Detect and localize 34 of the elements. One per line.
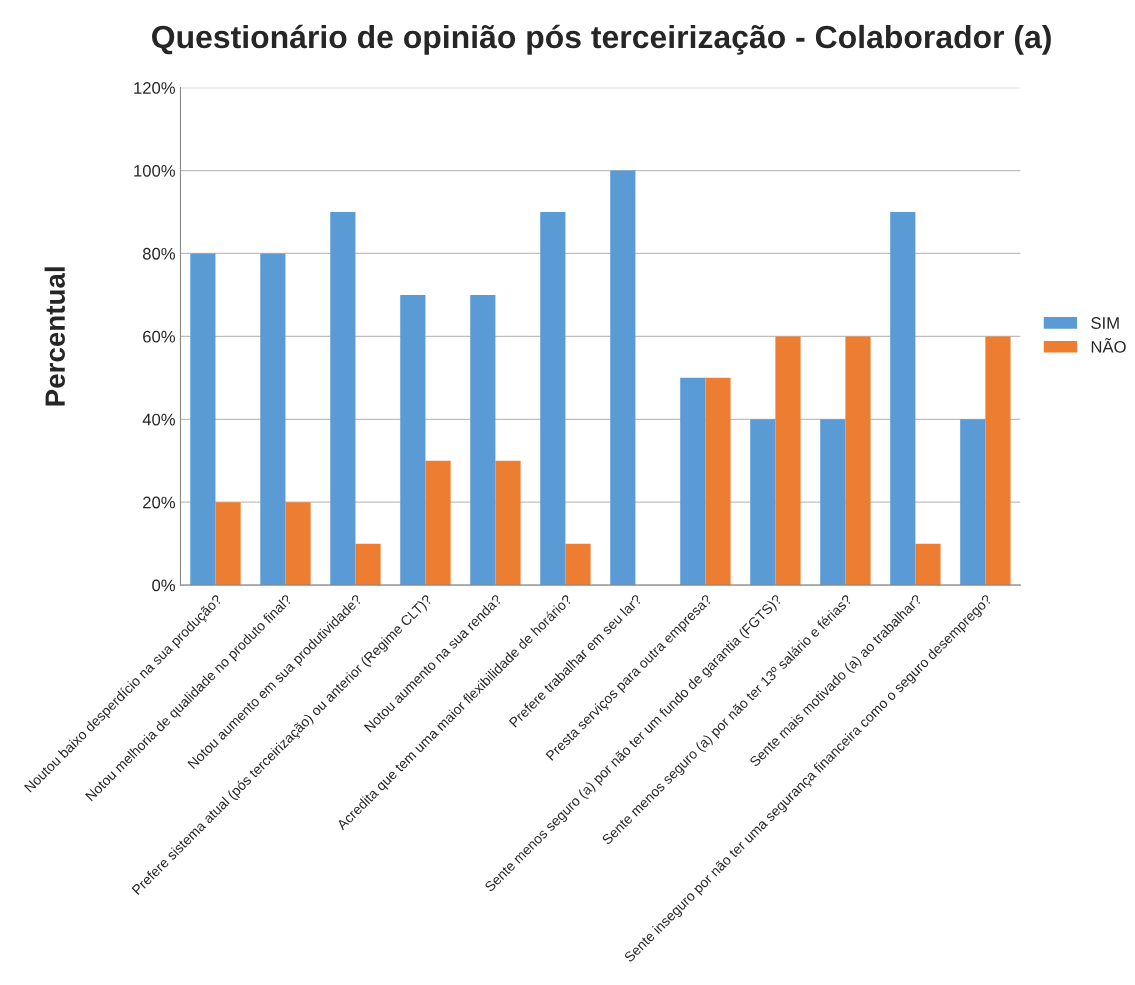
bar <box>820 419 846 586</box>
chart-title: Questionário de opinião pós terceirização - Colaborador (a) <box>152 24 1051 55</box>
y-tick-label: 100% <box>134 164 176 177</box>
bar <box>215 502 241 586</box>
bar <box>470 294 496 586</box>
bar <box>960 419 986 586</box>
bar <box>915 543 941 586</box>
bar <box>775 336 801 586</box>
y-tick-label: 60% <box>143 330 176 343</box>
bar <box>330 212 356 586</box>
bar <box>890 212 916 586</box>
legend-label: SIM <box>1091 317 1119 329</box>
bar <box>985 336 1011 586</box>
bar <box>845 336 871 586</box>
bar <box>400 294 426 586</box>
y-tick-label: 120% <box>134 82 176 94</box>
bar <box>285 502 311 586</box>
y-tick-label: 20% <box>143 496 176 509</box>
bar <box>425 460 451 586</box>
y-tick-label: 40% <box>142 413 176 426</box>
bar <box>495 460 521 586</box>
bar <box>190 253 216 586</box>
bar <box>610 170 636 586</box>
bar <box>705 377 731 586</box>
bar <box>680 377 706 586</box>
bar <box>565 543 591 586</box>
bar <box>750 419 776 586</box>
y-tick-label: 0% <box>152 579 176 592</box>
y-axis-title: Percentual <box>44 267 65 406</box>
bar <box>355 543 381 586</box>
y-tick-label: 80% <box>142 247 176 260</box>
bar <box>540 212 566 586</box>
bar <box>260 253 286 586</box>
legend-label: NÃO <box>1091 337 1126 353</box>
